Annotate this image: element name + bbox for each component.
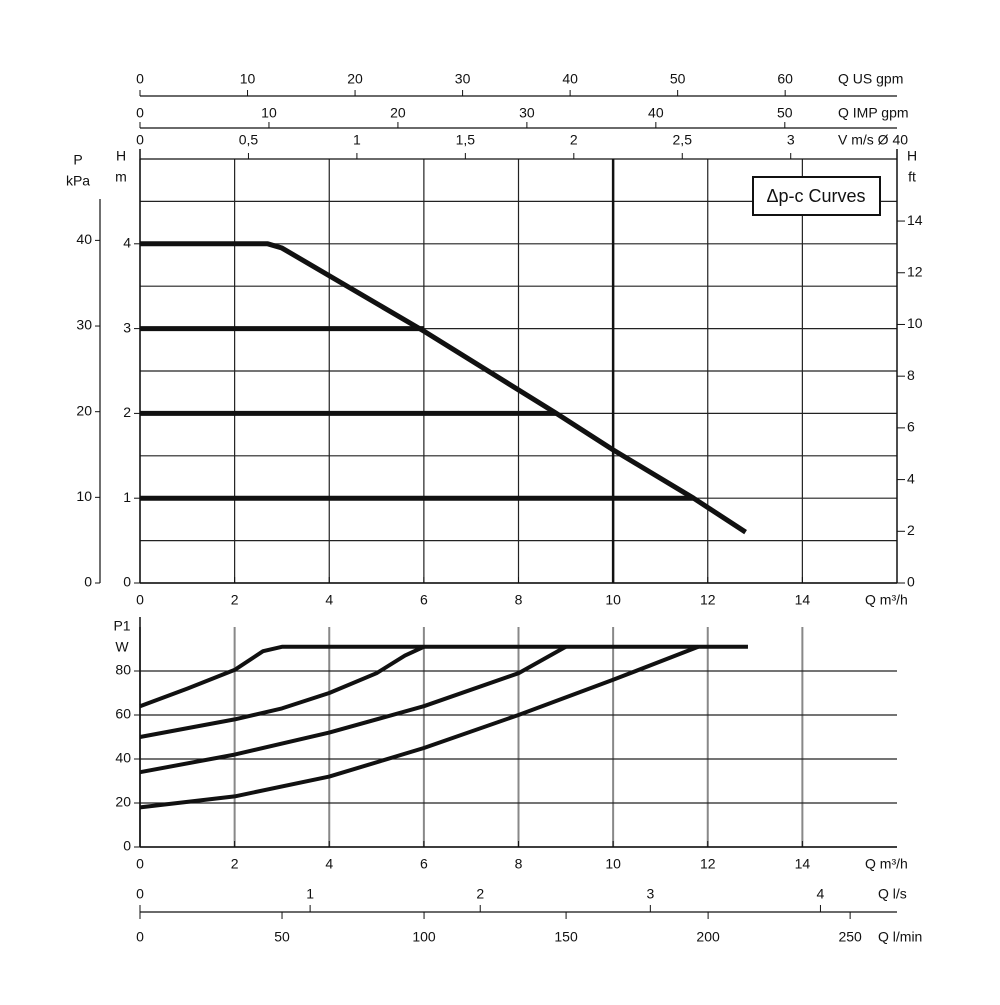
top-tick-label: 3 (787, 132, 795, 148)
bottom-axis-label: Q l/min (878, 929, 922, 945)
x-tick-label: 2 (231, 856, 239, 872)
top-tick-label: 40 (562, 71, 578, 87)
y-axis-label: H (116, 148, 126, 164)
top-tick-label: 0,5 (239, 132, 259, 148)
y-tick-label: 0 (84, 574, 92, 590)
y2-axis-label: ft (908, 169, 916, 185)
curve (139, 644, 700, 810)
y-axis-label: kPa (66, 173, 90, 189)
x-tick-label: 4 (325, 592, 333, 608)
y2-tick-label: 10 (907, 315, 923, 331)
y-tick-label: 20 (76, 402, 92, 418)
top-tick-label: 20 (390, 105, 406, 121)
x-tick-label: 10 (605, 592, 621, 608)
top-tick-label: 0 (136, 105, 144, 121)
y-tick-label: 40 (115, 750, 131, 766)
top-axis-label: Q US gpm (838, 71, 903, 87)
bottom-tick-label: 3 (646, 886, 654, 902)
bottom-axis-label: Q l/s (878, 886, 907, 902)
y-tick-label: 80 (115, 662, 131, 678)
top-tick-label: 10 (261, 105, 277, 121)
x-tick-label: 12 (700, 592, 716, 608)
bottom-tick-label: 2 (476, 886, 484, 902)
y-axis-label: m (115, 169, 127, 185)
x-tick-label: 6 (420, 592, 428, 608)
y2-axis-label: H (907, 148, 917, 164)
y2-tick-label: 8 (907, 367, 915, 383)
top-tick-label: 50 (777, 105, 793, 121)
x-tick-label: 14 (795, 592, 811, 608)
bottom-tick-label: 200 (696, 929, 720, 945)
top-tick-label: 1,5 (456, 132, 476, 148)
bottom-tick-label: 100 (412, 929, 436, 945)
y2-tick-label: 2 (907, 522, 915, 538)
bottom-tick-label: 250 (838, 929, 862, 945)
y-tick-label: 20 (115, 794, 131, 810)
x-axis-label: Q m³/h (865, 856, 908, 872)
x-tick-label: 6 (420, 856, 428, 872)
bottom-tick-label: 50 (274, 929, 290, 945)
y-axis-label: P1 (113, 618, 130, 634)
y2-tick-label: 4 (907, 470, 915, 486)
top-tick-label: 60 (777, 71, 793, 87)
top-axis-label: V m/s Ø 40 (838, 132, 908, 148)
top-tick-label: 40 (648, 105, 664, 121)
y-tick-label: 30 (76, 317, 92, 333)
x-tick-label: 12 (700, 856, 716, 872)
x-tick-label: 14 (795, 856, 811, 872)
x-tick-label: 8 (515, 856, 523, 872)
y-tick-label: 4 (123, 235, 131, 251)
y-tick-label: 3 (123, 319, 131, 335)
x-tick-label: 4 (325, 856, 333, 872)
top-tick-label: 0 (136, 71, 144, 87)
top-tick-label: 0 (136, 132, 144, 148)
top-tick-label: 1 (353, 132, 361, 148)
top-tick-label: 50 (670, 71, 686, 87)
y2-tick-label: 0 (907, 574, 915, 590)
top-tick-label: 30 (519, 105, 535, 121)
y-tick-label: 2 (123, 404, 131, 420)
y-tick-label: 10 (76, 488, 92, 504)
top-tick-label: 2 (570, 132, 578, 148)
x-tick-label: 0 (136, 592, 144, 608)
y-axis-label: P (73, 152, 82, 168)
bottom-tick-label: 1 (306, 886, 314, 902)
x-tick-label: 2 (231, 592, 239, 608)
curve (139, 644, 748, 709)
curve (139, 645, 567, 775)
annotation-box (752, 176, 881, 216)
annotation: Δp-c Curves (766, 186, 865, 206)
y-tick-label: 40 (76, 231, 92, 247)
y-tick-label: 1 (123, 489, 131, 505)
y-axis-label: W (115, 639, 129, 655)
x-tick-label: 8 (515, 592, 523, 608)
y2-tick-label: 6 (907, 419, 915, 435)
y2-tick-label: 12 (907, 263, 923, 279)
y2-tick-label: 14 (907, 212, 923, 228)
bottom-tick-label: 4 (817, 886, 825, 902)
top-tick-label: 30 (455, 71, 471, 87)
curve (140, 241, 747, 535)
bottom-tick-label: 150 (554, 929, 578, 945)
top-tick-label: 10 (240, 71, 256, 87)
y-tick-label: 0 (123, 838, 131, 854)
top-tick-label: 2,5 (673, 132, 693, 148)
bottom-tick-label: 0 (136, 886, 144, 902)
bottom-tick-label: 0 (136, 929, 144, 945)
x-tick-label: 0 (136, 856, 144, 872)
top-axis-label: Q IMP gpm (838, 105, 909, 121)
top-tick-label: 20 (347, 71, 363, 87)
y-tick-label: 60 (115, 706, 131, 722)
x-axis-label: Q m³/h (865, 592, 908, 608)
curve (139, 644, 425, 739)
x-tick-label: 10 (605, 856, 621, 872)
y-tick-label: 0 (123, 574, 131, 590)
